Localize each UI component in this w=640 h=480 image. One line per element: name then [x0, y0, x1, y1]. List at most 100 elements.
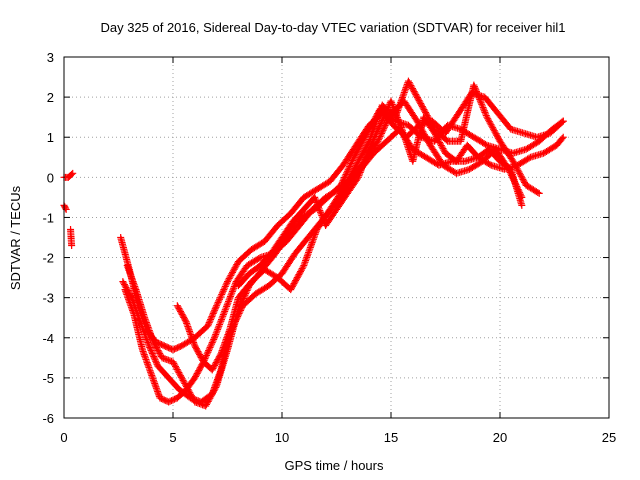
data-point — [391, 109, 399, 117]
data-point — [349, 155, 357, 163]
data-point — [489, 124, 497, 132]
data-point — [365, 145, 373, 153]
data-point — [346, 173, 354, 181]
data-point — [352, 149, 360, 157]
data-point — [440, 146, 448, 154]
data-point — [361, 157, 369, 165]
data-point — [212, 329, 220, 337]
data-point — [369, 137, 377, 145]
data-point — [214, 298, 222, 306]
data-point — [375, 123, 383, 131]
data-point — [226, 294, 234, 302]
data-point — [472, 87, 480, 95]
data-point — [487, 121, 495, 129]
data-point — [393, 112, 401, 120]
data-point — [394, 115, 402, 123]
data-point — [470, 83, 478, 91]
data-point — [521, 178, 529, 186]
data-point — [370, 136, 378, 144]
data-point — [214, 326, 222, 334]
data-point — [319, 215, 327, 223]
data-point — [341, 182, 349, 190]
data-point — [483, 113, 491, 121]
data-point — [150, 353, 158, 361]
data-point — [68, 242, 76, 250]
data-point — [512, 163, 520, 171]
data-point — [207, 342, 215, 350]
data-point — [380, 112, 388, 120]
axes: 0 5 10 15 20 25 -6 -5 -4 -3 -2 -1 0 1 2 3 — [42, 50, 616, 445]
data-point — [230, 284, 238, 292]
data-point — [476, 96, 484, 104]
data-point — [348, 156, 356, 164]
data-point — [292, 277, 300, 285]
data-point — [420, 106, 428, 114]
y-tick-label: 3 — [47, 50, 54, 65]
data-point — [352, 150, 360, 158]
data-point — [558, 135, 566, 143]
data-point — [203, 400, 211, 408]
data-point — [510, 159, 518, 167]
data-point — [361, 155, 369, 163]
data-point — [347, 160, 355, 168]
data-point — [475, 94, 483, 102]
data-point — [147, 346, 155, 354]
data-point — [217, 316, 225, 324]
data-point — [511, 160, 519, 168]
data-point — [353, 175, 361, 183]
data-points — [60, 77, 567, 410]
data-point — [145, 342, 153, 350]
data-point — [472, 86, 480, 94]
data-point — [363, 150, 371, 158]
data-point — [151, 356, 159, 364]
data-point — [180, 378, 188, 386]
data-point — [146, 343, 154, 351]
data-point — [189, 395, 197, 403]
data-point — [395, 117, 403, 125]
data-point — [355, 172, 363, 180]
data-point — [213, 300, 221, 308]
data-point — [221, 282, 229, 290]
data-point — [366, 144, 374, 152]
data-point — [348, 158, 356, 166]
data-point — [185, 387, 193, 395]
data-point — [348, 169, 356, 177]
data-point — [181, 316, 189, 324]
data-point — [432, 132, 440, 140]
data-point — [372, 129, 380, 137]
data-point — [212, 383, 220, 391]
data-point — [314, 202, 322, 210]
data-point — [480, 105, 488, 113]
data-point — [374, 126, 382, 134]
y-tick-label: -2 — [42, 251, 54, 266]
data-point — [431, 129, 439, 137]
data-point — [343, 178, 351, 186]
data-point — [484, 115, 492, 123]
data-point — [359, 137, 367, 145]
data-point — [297, 266, 305, 274]
data-point — [519, 175, 527, 183]
data-point — [173, 366, 181, 374]
data-point — [217, 317, 225, 325]
data-point — [418, 101, 426, 109]
data-point — [208, 391, 216, 399]
data-point — [211, 385, 219, 393]
data-point — [209, 388, 217, 396]
data-point — [225, 296, 233, 304]
data-point — [354, 158, 362, 166]
data-point — [359, 149, 367, 157]
data-point — [223, 301, 231, 309]
data-point — [359, 160, 367, 168]
data-point — [296, 269, 304, 277]
y-tick-label: -3 — [42, 291, 54, 306]
data-point — [298, 265, 306, 273]
data-point — [354, 146, 362, 154]
data-point — [292, 275, 300, 283]
data-point — [387, 97, 395, 105]
data-point — [493, 131, 501, 139]
data-point — [359, 148, 367, 156]
data-point — [226, 292, 234, 300]
data-point — [516, 171, 524, 179]
data-point — [222, 281, 230, 289]
data-point — [211, 332, 219, 340]
